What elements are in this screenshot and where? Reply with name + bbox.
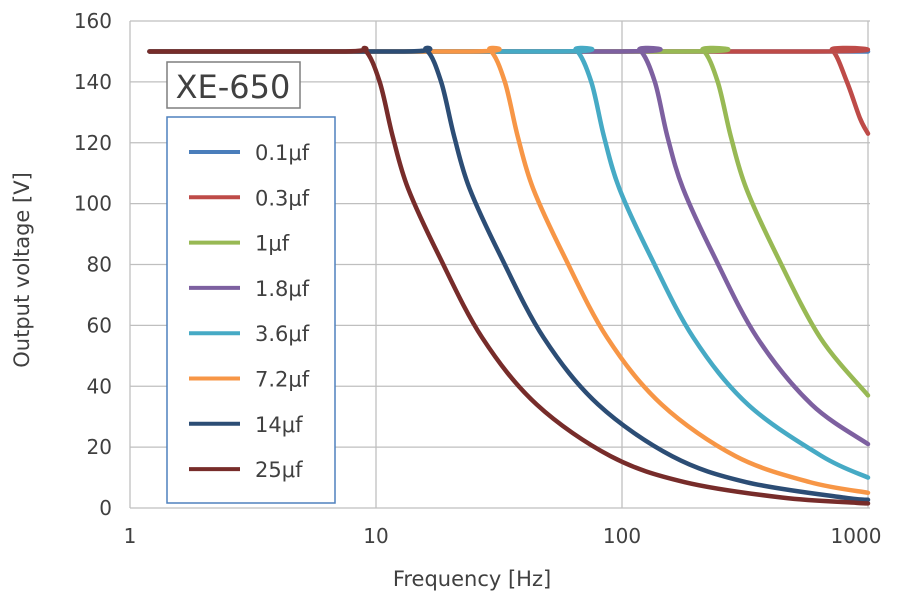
- legend-label: 1μf: [255, 232, 290, 256]
- chart-title-box: XE-650: [166, 61, 301, 109]
- x-tick-label: 1: [124, 524, 137, 548]
- legend-item: 0.3μf: [189, 186, 310, 210]
- x-axis-label: Frequency [Hz]: [393, 567, 551, 591]
- legend-label: 0.1μf: [255, 141, 310, 165]
- chart-title: XE-650: [176, 68, 291, 106]
- legend-label: 0.3μf: [255, 186, 310, 210]
- legend-item: 3.6μf: [189, 322, 310, 346]
- y-tick-label: 20: [87, 435, 112, 459]
- x-tick-label: 10: [363, 524, 388, 548]
- series-line-3-6f: [147, 45, 871, 480]
- y-tick-label: 80: [87, 253, 112, 277]
- legend-label: 1.8μf: [255, 277, 310, 301]
- legend: 0.1μf 0.3μf 1μf 1.8μf 3.6μf 7.2μf 14μf 25μf: [166, 116, 336, 504]
- x-tick-label: 1000: [831, 524, 882, 548]
- x-axis-ticks: 1 10 100 1000: [124, 524, 882, 548]
- legend-label: 14μf: [255, 413, 303, 437]
- legend-item: 1μf: [189, 232, 290, 256]
- legend-label: 25μf: [255, 458, 303, 482]
- legend-label: 3.6μf: [255, 322, 310, 346]
- legend-item: 25μf: [189, 458, 303, 482]
- y-tick-label: 100: [74, 192, 112, 216]
- y-axis-label: Output voltage [V]: [10, 172, 34, 368]
- series-lines: [147, 45, 871, 506]
- y-tick-label: 60: [87, 313, 112, 337]
- series-line-14f: [147, 45, 871, 503]
- legend-item: 7.2μf: [189, 368, 310, 392]
- y-tick-label: 120: [74, 131, 112, 155]
- series-line-25f: [147, 45, 871, 506]
- legend-label: 7.2μf: [255, 368, 310, 392]
- legend-item: 1.8μf: [189, 277, 310, 301]
- legend-item: 0.1μf: [189, 141, 310, 165]
- legend-item: 14μf: [189, 413, 303, 437]
- y-tick-label: 160: [74, 9, 112, 33]
- y-axis-ticks: 0 20 40 60 80 100 120 140 160: [74, 9, 112, 520]
- y-tick-label: 0: [99, 496, 112, 520]
- y-tick-label: 140: [74, 70, 112, 94]
- x-tick-label: 100: [603, 524, 641, 548]
- series-line-7-2f: [147, 45, 871, 496]
- y-tick-label: 40: [87, 374, 112, 398]
